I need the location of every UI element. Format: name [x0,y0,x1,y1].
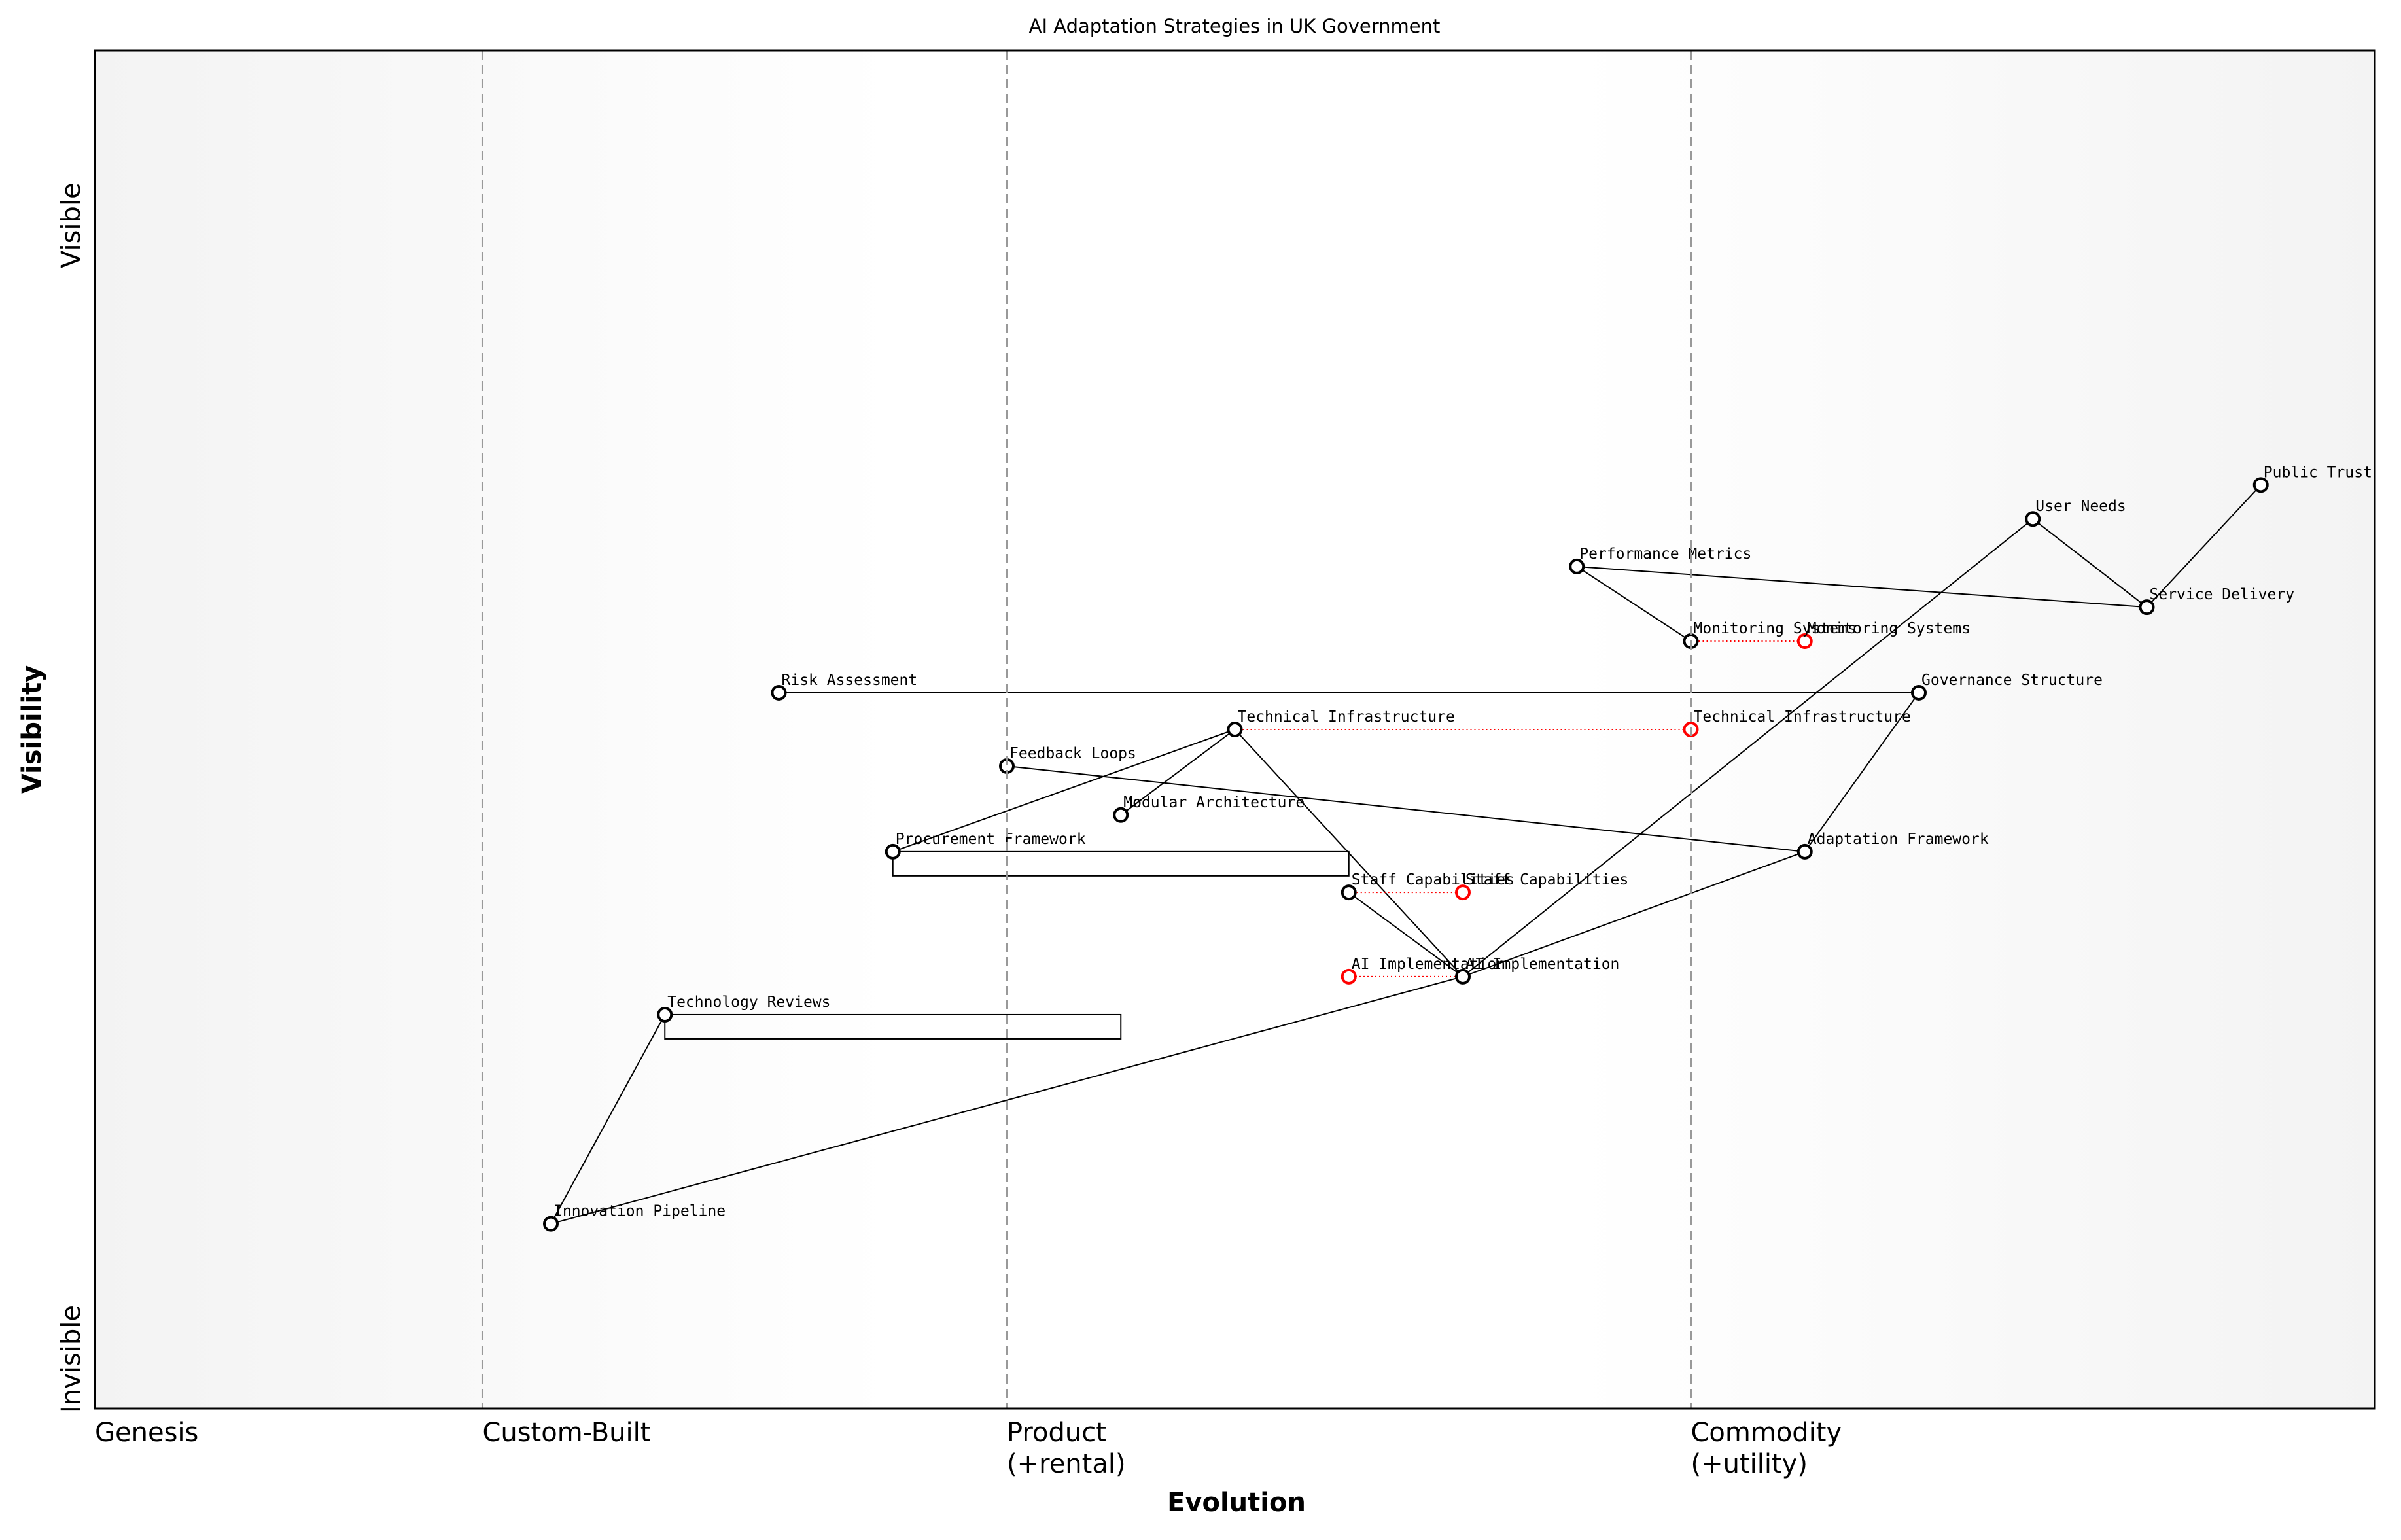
pipelines [664,850,1350,1040]
evolved-component [1796,633,1813,650]
link [1576,566,1692,642]
components: Public Trust User Needs Service Delivery Pe… [543,464,2372,1232]
component [1569,558,1585,574]
evolve-group: Monitoring Systems Technical Infrastructu… [1235,620,1971,985]
pipeline [664,1013,1122,1040]
y-axis-title: Visibility [17,665,47,794]
component [1341,884,1357,901]
component-label: AI Implementation [1465,956,1619,973]
evolved-component [1455,884,1471,901]
component [1227,722,1243,737]
link [2146,484,2262,608]
component [543,1216,559,1232]
stage-label: Custom-Built [482,1418,650,1448]
x-axis-title: Evolution [1167,1488,1306,1518]
link [1462,518,2033,977]
link [1577,565,2147,608]
component-label: Risk Assessment [782,672,918,689]
link [892,729,1235,852]
evolved-label: Technical Infrastructure [1694,709,1911,726]
y-top-label: Visible [56,183,86,268]
evolved-label: AI Implementation [1352,956,1505,973]
component-label: Procurement Framework [896,831,1086,848]
component-label: Technical Infrastructure [1238,709,1455,726]
map-title: AI Adaptation Strategies in UK Governmen… [1029,15,1441,37]
link [1120,729,1236,816]
component-label: Technology Reviews [667,994,830,1011]
y-bottom-label: Invisible [56,1305,86,1413]
link [1462,850,1806,977]
component-label: Staff Capabilities [1352,871,1515,888]
component-label: Service Delivery [2150,586,2295,603]
component-label: Public Trust [2264,464,2372,481]
component [657,1006,673,1023]
component-label: Innovation Pipeline [553,1203,726,1220]
stage-label: (+rental) [1007,1449,1126,1479]
link [1006,765,1805,852]
link [2032,518,2148,608]
component [2139,599,2155,616]
evolved-component [1341,968,1357,985]
component-label: Governance Structure [1921,672,2103,689]
component [1113,807,1129,823]
stage-label: Commodity [1691,1418,1842,1448]
stage-label: (+utility) [1691,1449,1808,1479]
link [1804,692,1919,852]
stage-label: Genesis [95,1418,198,1448]
pipeline [892,850,1350,877]
links [550,484,2262,1225]
link [550,1014,666,1225]
component-label: Feedback Loops [1009,745,1136,762]
component-label: Monitoring Systems [1694,620,1857,637]
component-label: Performance Metrics [1579,546,1751,563]
link [550,975,1463,1225]
component [1796,843,1813,860]
stage-label: Product [1007,1418,1106,1448]
component [2252,477,2269,493]
component [2025,511,2041,527]
component [1455,968,1471,985]
evolved-label: Staff Capabilities [1465,871,1628,888]
evolved-label: Monitoring Systems [1808,620,1971,637]
link [1348,892,1463,977]
plot-frame [94,49,2376,1410]
component [771,684,787,701]
component-label: Adaptation Framework [1808,831,1989,848]
component-label: Modular Architecture [1123,794,1305,811]
component [885,843,901,860]
component [1911,684,1927,701]
component-label: User Needs [2035,498,2126,515]
